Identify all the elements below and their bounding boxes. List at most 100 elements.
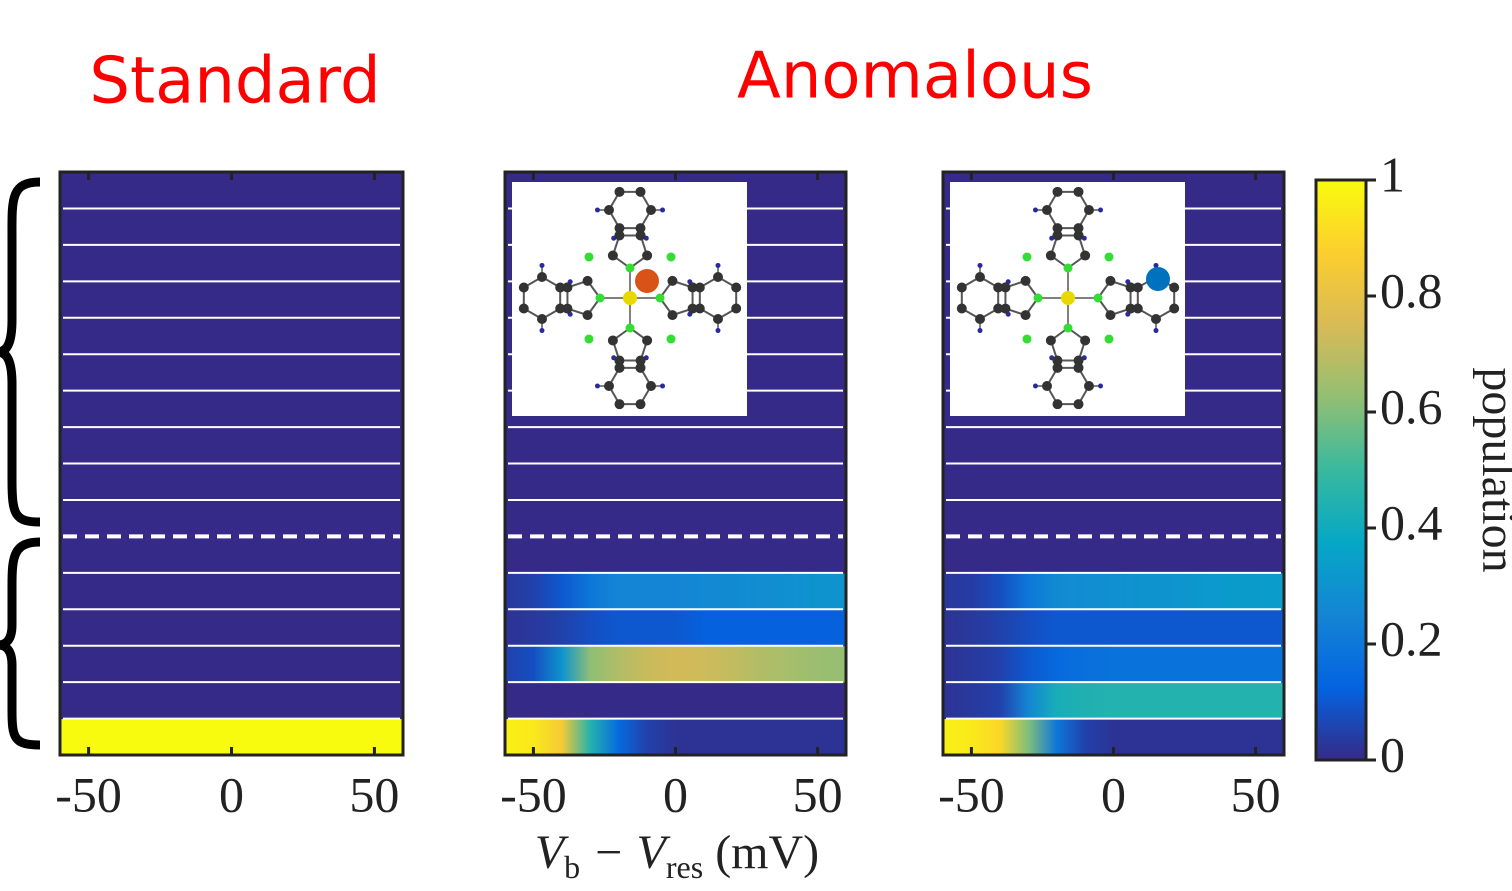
heat-row: [60, 427, 403, 464]
x-tick-label: 0: [219, 766, 244, 822]
heat-row: [60, 500, 403, 537]
atom: [1098, 208, 1103, 213]
brace: [0, 182, 40, 522]
atom: [537, 272, 547, 282]
heat-row: [505, 427, 846, 464]
atom: [636, 399, 646, 409]
x-tick-label: -50: [938, 766, 1005, 822]
atom: [993, 283, 1003, 293]
atom: [1080, 335, 1090, 345]
atom: [615, 187, 625, 197]
atom: [978, 328, 983, 333]
atom: [1169, 283, 1179, 293]
atom: [1169, 304, 1179, 314]
atom: [540, 328, 545, 333]
atom: [1053, 363, 1063, 373]
atom: [716, 263, 721, 268]
heat-row: [943, 536, 1284, 573]
atom: [695, 304, 705, 314]
colorbar-tick-label: 0.6: [1380, 378, 1443, 434]
x-tick-label: 0: [663, 766, 688, 822]
metal-atom: [623, 291, 637, 305]
heat-row: [943, 646, 1284, 683]
atom: [1053, 399, 1063, 409]
atom: [1105, 276, 1115, 286]
atom: [1074, 399, 1084, 409]
figure: Standard Anomalous -50050-50050-50050Vb …: [0, 0, 1512, 891]
atom: [1042, 205, 1052, 215]
brace: [0, 542, 40, 745]
atom: [716, 328, 721, 333]
atom: [660, 384, 665, 389]
heat-row: [943, 464, 1284, 501]
atom: [695, 283, 705, 293]
atom: [1074, 363, 1084, 373]
heat-row: [505, 682, 846, 719]
heat-row: [60, 208, 403, 245]
atom: [646, 205, 656, 215]
colorbar-tick-label: 1: [1380, 146, 1405, 202]
heat-row: [505, 464, 846, 501]
molecule-inset: [950, 182, 1185, 416]
atom: [646, 381, 656, 391]
atom: [731, 304, 741, 314]
atom: [1133, 304, 1143, 314]
molecule-inset: [512, 182, 747, 416]
atom: [978, 263, 983, 268]
atom: [713, 314, 723, 324]
colorbar-tick-label: 0.8: [1380, 262, 1443, 318]
x-axis-label-part: res: [666, 849, 703, 885]
atom: [596, 294, 605, 303]
atom: [642, 335, 652, 345]
heat-row: [60, 281, 403, 318]
atom: [993, 304, 1003, 314]
atom: [626, 264, 635, 273]
x-tick-label: 50: [1231, 766, 1281, 822]
atom: [1064, 324, 1073, 333]
atom: [636, 363, 646, 373]
atom: [595, 208, 600, 213]
atom: [1154, 328, 1159, 333]
colorbar-label: population: [1472, 367, 1512, 572]
atom: [1098, 384, 1103, 389]
tip-position: [635, 269, 659, 293]
atom: [604, 381, 614, 391]
x-tick-label: -50: [55, 766, 122, 822]
heat-row: [60, 573, 403, 610]
heat-row: [60, 536, 403, 573]
atom: [1105, 310, 1115, 320]
atom: [1042, 381, 1052, 391]
atom: [519, 304, 529, 314]
atom: [1084, 381, 1094, 391]
atom: [584, 252, 593, 261]
atom: [957, 283, 967, 293]
atom: [615, 399, 625, 409]
atom: [519, 283, 529, 293]
atom: [1080, 251, 1090, 261]
atom: [656, 294, 665, 303]
heat-row: [943, 500, 1284, 537]
tip-position: [1146, 267, 1170, 291]
atom: [1022, 252, 1031, 261]
metal-atom: [1061, 291, 1075, 305]
atom: [1034, 294, 1043, 303]
atom: [1053, 187, 1063, 197]
atom: [731, 283, 741, 293]
x-tick-label: 50: [793, 766, 843, 822]
colorbar-tick-label: 0.4: [1380, 494, 1443, 550]
atom: [537, 314, 547, 324]
atom: [636, 187, 646, 197]
atom: [1094, 294, 1103, 303]
heat-row: [943, 609, 1284, 646]
x-axis-label-part: − V: [580, 826, 670, 879]
heat-row: [505, 609, 846, 646]
atom: [667, 276, 677, 286]
atom: [1033, 208, 1038, 213]
heat-row: [943, 682, 1284, 719]
x-axis-label-part: (mV): [703, 826, 819, 879]
heat-row: [943, 573, 1284, 610]
heat-row: [60, 318, 403, 355]
atom: [975, 272, 985, 282]
heat-row: [505, 536, 846, 573]
atom: [555, 283, 565, 293]
